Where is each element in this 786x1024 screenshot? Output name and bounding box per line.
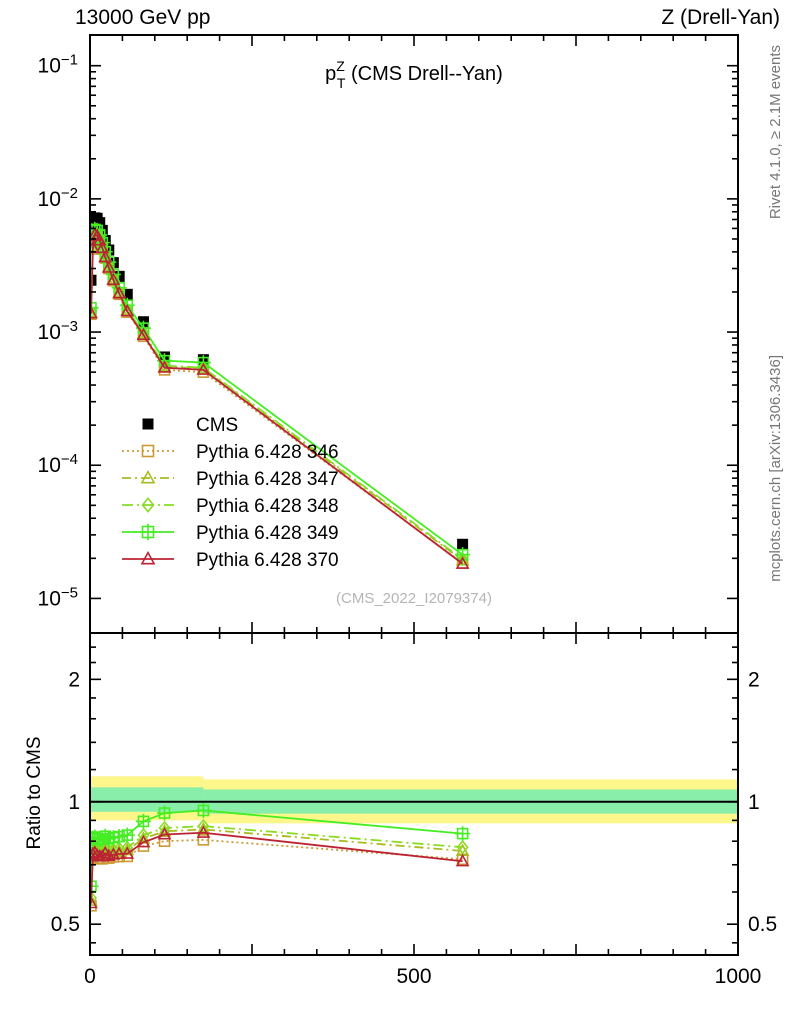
legend-item[interactable]: Pythia 6.428 349 bbox=[122, 523, 339, 544]
legend-item[interactable]: Pythia 6.428 347 bbox=[122, 469, 339, 490]
ratio-series-lines bbox=[90, 802, 471, 912]
legend-label: Pythia 6.428 348 bbox=[196, 496, 339, 517]
svg-text:10−4: 10−4 bbox=[38, 451, 78, 477]
svg-text:2: 2 bbox=[68, 668, 80, 691]
svg-text:10−5: 10−5 bbox=[38, 584, 78, 610]
legend: CMS Pythia 6.428 346 Pythia 6.428 347 Pythi… bbox=[122, 415, 339, 571]
legend-item[interactable]: CMS bbox=[142, 415, 239, 436]
svg-text:10−3: 10−3 bbox=[38, 318, 78, 344]
svg-text:2: 2 bbox=[748, 668, 760, 691]
ratio-y-axis-title: Ratio to CMS bbox=[24, 737, 45, 850]
svg-text:0.5: 0.5 bbox=[51, 913, 80, 936]
main-plot-title: pZ T (CMS Drell--Yan) bbox=[325, 58, 503, 91]
mcplots-reference-label: mcplots.cern.ch [arXiv:1306.3436] bbox=[767, 355, 784, 582]
legend-label: Pythia 6.428 370 bbox=[196, 550, 339, 571]
legend-label: Pythia 6.428 347 bbox=[196, 469, 339, 490]
legend-item[interactable]: Pythia 6.428 346 bbox=[122, 442, 339, 463]
main-series-lines bbox=[90, 212, 471, 569]
svg-text:0: 0 bbox=[84, 965, 96, 988]
ratio-uncertainty-bands bbox=[90, 776, 738, 824]
legend-item[interactable]: Pythia 6.428 348 bbox=[122, 496, 339, 517]
header-process-label: Z (Drell-Yan) bbox=[661, 6, 780, 29]
legend-label: Pythia 6.428 346 bbox=[196, 442, 339, 463]
axis-ticks bbox=[89, 35, 739, 955]
main-panel-frame bbox=[89, 34, 739, 634]
svg-text:0.5: 0.5 bbox=[748, 913, 777, 936]
legend-label: Pythia 6.428 349 bbox=[196, 523, 339, 544]
svg-text:10−1: 10−1 bbox=[38, 52, 78, 78]
rivet-version-label: Rivet 4.1.0, ≥ 2.1M events bbox=[767, 45, 784, 220]
header-beam-label: 13000 GeV pp bbox=[75, 6, 211, 29]
svg-text:500: 500 bbox=[396, 965, 431, 988]
svg-text:1000: 1000 bbox=[715, 965, 762, 988]
analysis-id-watermark: (CMS_2022_I2079374) bbox=[336, 590, 492, 607]
svg-text:10−2: 10−2 bbox=[38, 185, 78, 211]
legend-item[interactable]: Pythia 6.428 370 bbox=[122, 550, 339, 571]
axis-tick-labels: 10−1 10−2 10−3 10−4 10−5 2 2 1 1 0.5 0.5 0 500 1000 bbox=[38, 52, 778, 988]
svg-text:1: 1 bbox=[68, 791, 80, 814]
svg-text:1: 1 bbox=[748, 791, 760, 814]
legend-label: CMS bbox=[196, 415, 238, 436]
